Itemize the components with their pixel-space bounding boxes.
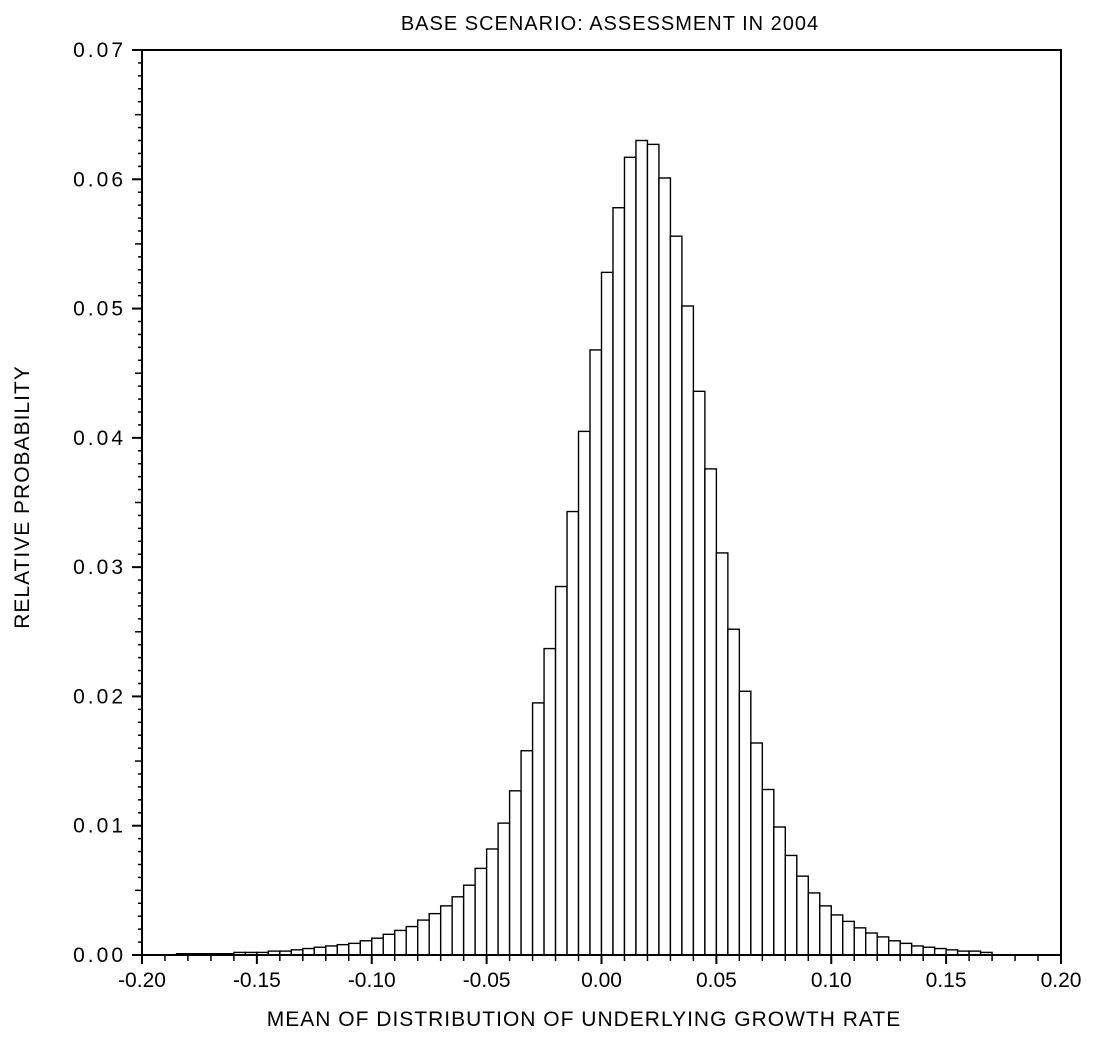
y-tick-label: 0.07	[73, 39, 126, 62]
histogram-bar	[738, 690, 752, 956]
histogram-bar	[348, 942, 361, 956]
histogram-bar	[543, 647, 557, 956]
histogram-bar	[612, 207, 626, 956]
histogram-bar	[497, 822, 511, 956]
histogram-bar	[830, 914, 844, 956]
histogram-bar	[313, 946, 327, 956]
histogram-bar	[887, 940, 901, 956]
histogram-bar	[807, 892, 821, 956]
histogram-bar	[566, 510, 580, 956]
histogram-bar	[715, 552, 729, 956]
y-tick-label: 0.01	[73, 815, 126, 838]
histogram-bar	[922, 946, 936, 956]
histogram-bar	[773, 826, 786, 956]
histogram-bar	[635, 139, 649, 956]
histogram-bar	[382, 933, 396, 956]
histogram-bar	[646, 143, 660, 956]
x-tick-label: 0.20	[1041, 969, 1082, 992]
histogram-bar	[704, 468, 718, 956]
histogram-bar	[853, 927, 867, 956]
histogram-bar	[727, 628, 741, 956]
histogram-bar	[485, 848, 499, 956]
histogram-bar	[600, 271, 614, 956]
x-tick-label: 0.15	[926, 969, 967, 992]
histogram-bar	[417, 919, 430, 956]
histogram-bar	[371, 937, 384, 956]
histogram-bar	[451, 896, 465, 956]
histogram-bar	[462, 884, 476, 956]
tick-labels-layer: -0.20 -0.15 -0.10 -0.05 0.00 0.05 0.10 0.15 0.20…	[73, 39, 1081, 992]
histogram-bar	[394, 929, 407, 956]
histogram-bar	[405, 925, 419, 956]
histogram-bar	[520, 750, 534, 956]
x-tick-label: -0.05	[463, 969, 511, 992]
x-tick-label: -0.20	[118, 969, 166, 992]
y-tick-label: 0.02	[73, 685, 126, 708]
histogram-bar	[842, 920, 855, 956]
y-tick-label: 0.00	[73, 944, 126, 967]
x-axis-label: MEAN OF DISTRIBUTION OF UNDERLYING GROWT…	[267, 1008, 901, 1031]
histogram-bar	[474, 867, 488, 956]
histogram-bar	[428, 912, 442, 956]
histogram-bar	[876, 936, 890, 956]
histogram-bar	[692, 390, 706, 956]
histogram-bar	[658, 177, 672, 956]
histogram-bar	[750, 742, 764, 956]
histogram-bar	[796, 875, 809, 956]
histogram-bar	[819, 905, 832, 956]
histogram-bar	[577, 430, 591, 956]
plot-frame	[141, 49, 1062, 956]
x-tick-label: -0.15	[233, 969, 281, 992]
histogram-bar	[623, 156, 637, 956]
histogram-bar	[899, 942, 913, 956]
bars-layer	[175, 139, 993, 956]
histogram-bar	[681, 305, 695, 956]
histogram-bar	[531, 702, 545, 956]
histogram-bar	[669, 235, 683, 956]
histogram-bar	[784, 854, 798, 956]
chart-title: BASE SCENARIO: ASSESSMENT IN 2004	[401, 13, 819, 35]
x-tick-label: 0.05	[696, 969, 737, 992]
histogram-bar	[910, 945, 924, 956]
histogram-bar	[336, 943, 350, 956]
histogram-bar	[589, 349, 603, 956]
x-tick-label: -0.10	[348, 969, 396, 992]
histogram-bar	[439, 905, 453, 956]
y-tick-label: 0.06	[73, 168, 126, 191]
y-axis-label: RELATIVE PROBABILITY	[11, 365, 34, 629]
histogram-bar	[761, 788, 775, 956]
x-tick-label: 0.00	[581, 969, 622, 992]
x-tick-label: 0.10	[811, 969, 852, 992]
y-tick-label: 0.03	[73, 556, 126, 579]
histogram-bar	[865, 932, 878, 956]
histogram-bar	[508, 790, 522, 956]
histogram-bar	[325, 945, 338, 956]
histogram-bar	[554, 585, 568, 956]
y-tick-label: 0.04	[73, 427, 126, 450]
y-tick-label: 0.05	[73, 298, 126, 321]
histogram-bar	[359, 940, 373, 956]
